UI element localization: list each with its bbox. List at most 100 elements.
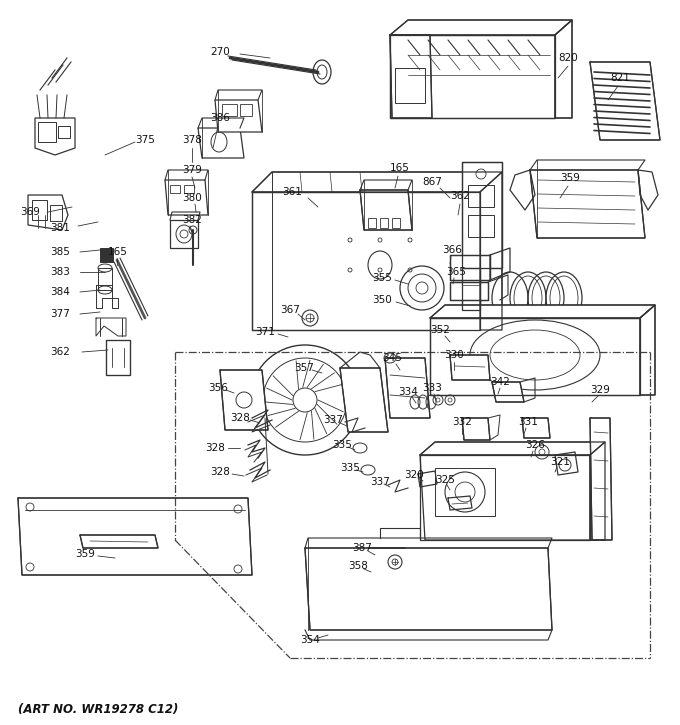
Bar [468,185,494,207]
Polygon shape [252,192,480,330]
Polygon shape [530,170,645,238]
Bar [106,340,130,375]
Text: 375: 375 [135,135,155,145]
Polygon shape [170,220,198,248]
Bar [58,126,70,138]
Polygon shape [480,172,502,330]
Bar [170,185,180,193]
Text: 337: 337 [323,415,343,425]
Polygon shape [390,20,572,35]
Polygon shape [420,442,605,455]
Bar [380,218,388,228]
Polygon shape [462,268,480,310]
Polygon shape [305,548,552,630]
Text: 165: 165 [108,247,128,257]
Text: 359: 359 [75,549,95,559]
Text: 354: 354 [300,635,320,645]
Text: 362: 362 [50,347,70,357]
Polygon shape [390,35,432,118]
Text: 165: 165 [390,163,410,173]
Bar [184,185,194,193]
Text: 326: 326 [525,440,545,450]
Polygon shape [430,305,655,318]
Text: 381: 381 [50,223,70,233]
Polygon shape [492,382,524,402]
Bar [468,215,494,237]
Text: 384: 384 [50,287,70,297]
Text: 361: 361 [282,187,302,197]
Text: 369: 369 [20,207,40,217]
Polygon shape [590,418,612,540]
Text: 333: 333 [422,383,442,393]
Bar [435,468,495,516]
Polygon shape [390,35,555,118]
Text: 325: 325 [435,475,455,485]
Polygon shape [18,498,252,575]
Polygon shape [106,340,130,375]
Text: 371: 371 [255,327,275,337]
Polygon shape [522,418,550,438]
Polygon shape [252,172,502,192]
Text: 356: 356 [208,383,228,393]
Bar [100,248,113,262]
Bar [32,200,47,220]
Text: 367: 367 [280,305,300,315]
Text: 330: 330 [444,350,464,360]
Polygon shape [360,190,412,230]
Text: 328: 328 [210,467,230,477]
Polygon shape [450,282,488,300]
Bar [395,68,425,103]
Text: 377: 377 [50,309,70,319]
Polygon shape [590,62,660,140]
Text: 352: 352 [430,325,450,335]
Text: 867: 867 [422,177,442,187]
Bar [392,218,400,228]
Text: 328: 328 [230,413,250,423]
Text: 359: 359 [560,173,580,183]
Text: (ART NO. WR19278 C12): (ART NO. WR19278 C12) [18,703,178,716]
Text: 357: 357 [294,363,314,373]
Text: 362: 362 [450,191,470,201]
Text: 379: 379 [182,165,202,175]
Text: 350: 350 [372,295,392,305]
Text: 334: 334 [398,387,418,397]
Bar [50,205,62,221]
Text: 270: 270 [210,47,230,57]
Bar [38,122,56,142]
Polygon shape [220,370,268,430]
Polygon shape [462,418,490,440]
Text: 383: 383 [50,267,70,277]
Bar [240,104,252,116]
Text: 378: 378 [182,135,202,145]
Text: 355: 355 [372,273,392,283]
Polygon shape [198,128,244,158]
Text: 358: 358 [348,561,368,571]
Polygon shape [215,100,262,132]
Polygon shape [462,162,502,268]
Text: 345: 345 [382,353,402,363]
Text: 331: 331 [518,417,538,427]
Polygon shape [555,20,572,118]
Text: 365: 365 [446,267,466,277]
Text: 380: 380 [182,193,202,203]
Text: 342: 342 [490,377,510,387]
Text: 320: 320 [404,470,424,480]
Polygon shape [450,355,490,380]
Text: 321: 321 [550,457,570,467]
Polygon shape [640,305,655,395]
Bar [98,268,112,290]
Text: 332: 332 [452,417,472,427]
Polygon shape [35,118,75,155]
Polygon shape [165,180,208,215]
Text: 820: 820 [558,53,578,63]
Polygon shape [420,455,595,540]
Polygon shape [450,255,490,280]
Polygon shape [590,442,605,540]
Text: 335: 335 [332,440,352,450]
Text: 337: 337 [370,477,390,487]
Text: 329: 329 [590,385,610,395]
Bar [222,104,237,116]
Text: 328: 328 [205,443,225,453]
Polygon shape [340,368,388,432]
Text: 366: 366 [442,245,462,255]
